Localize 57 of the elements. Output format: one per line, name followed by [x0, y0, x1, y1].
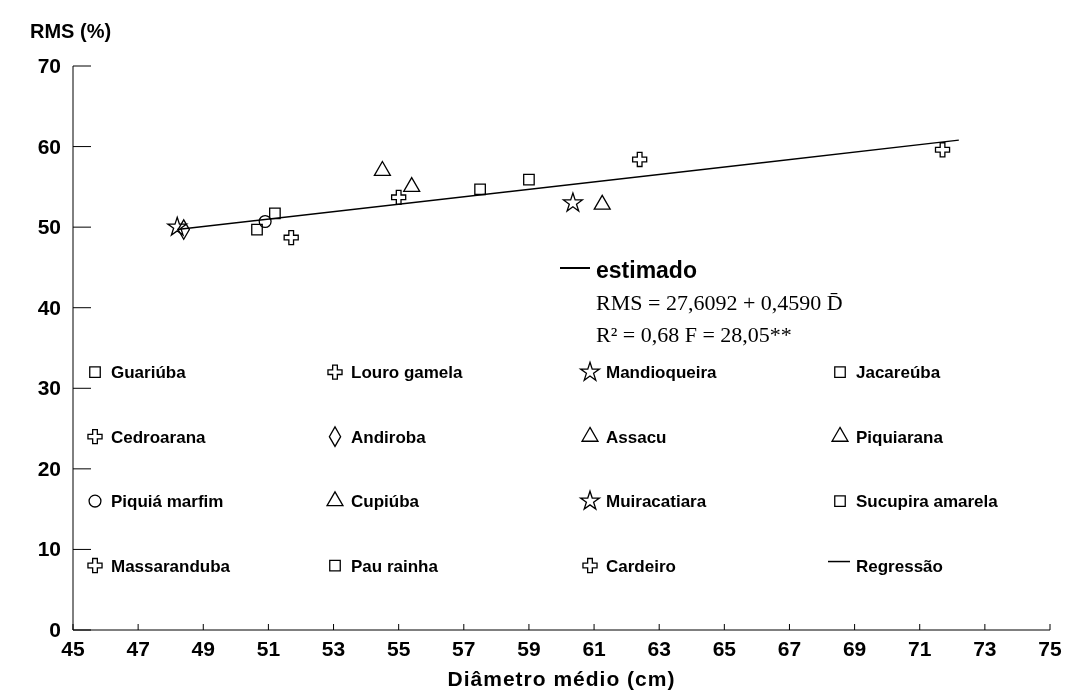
point: [251, 223, 263, 236]
y-tick-label: 30: [37, 376, 61, 400]
point: [934, 142, 951, 158]
y-tick-label: 60: [37, 134, 61, 158]
annotation: estimado: [596, 257, 697, 283]
legend-label: Guariúba: [111, 363, 187, 383]
x-tick-label: 49: [191, 637, 215, 660]
y-tick-label: 50: [37, 215, 61, 239]
legend-label: Regressão: [856, 556, 943, 576]
legend-label: Andiroba: [351, 427, 427, 447]
y-tick-label: 70: [37, 54, 61, 77]
x-axis-title: Diâmetro médio (cm): [447, 667, 676, 690]
legend-label: Cupiúba: [351, 492, 420, 512]
legend-label: Massaranduba: [111, 556, 231, 576]
point: [258, 214, 272, 229]
x-tick-label: 71: [908, 637, 932, 660]
x-tick-label: 59: [517, 637, 541, 660]
point: [562, 192, 583, 212]
x-tick-label: 69: [842, 637, 867, 660]
y-tick-label: 40: [37, 295, 61, 319]
legend-label: Jacareúba: [856, 363, 941, 383]
legend-label: Piquiarana: [856, 427, 944, 447]
y-tick-label: 20: [37, 456, 61, 480]
legend-label: Louro gamela: [351, 363, 464, 383]
x-tick-label: 73: [973, 637, 997, 660]
x-tick-label: 47: [126, 637, 150, 660]
legend-label: Cedroarana: [111, 427, 207, 447]
annotation: R² = 0,68 F = 28,05**: [596, 322, 792, 347]
point: [403, 177, 421, 193]
x-tick-label: 51: [256, 637, 281, 660]
annotation: RMS = 27,6092 + 0,4590 D̄: [596, 290, 843, 315]
point: [474, 183, 486, 196]
point: [390, 189, 407, 206]
point: [269, 207, 281, 220]
legend-label: Pau rainha: [351, 556, 439, 576]
legend-label: Cardeiro: [606, 556, 676, 576]
point: [523, 173, 535, 186]
y-tick-label: 10: [37, 537, 61, 561]
legend-label: Muiracatiara: [606, 492, 707, 512]
x-tick-label: 45: [61, 637, 85, 660]
legend-label: Assacu: [606, 427, 667, 447]
x-tick-label: 67: [777, 637, 802, 660]
legend-label: Mandioqueira: [606, 363, 718, 383]
point: [167, 216, 188, 236]
x-tick-label: 61: [582, 637, 607, 660]
x-tick-label: 57: [452, 637, 476, 660]
x-tick-label: 55: [386, 637, 411, 660]
x-tick-label: 63: [647, 637, 671, 660]
y-tick-label: 0: [49, 618, 61, 641]
point: [283, 229, 299, 246]
legend-label: Sucupira amarela: [856, 492, 999, 512]
x-tick-label: 53: [321, 637, 346, 660]
x-tick-label: 75: [1038, 637, 1062, 660]
legend-label: Piquiá marfim: [111, 492, 224, 512]
point: [631, 151, 648, 168]
y-axis-title: RMS (%): [30, 20, 112, 42]
x-tick-label: 65: [712, 637, 737, 660]
